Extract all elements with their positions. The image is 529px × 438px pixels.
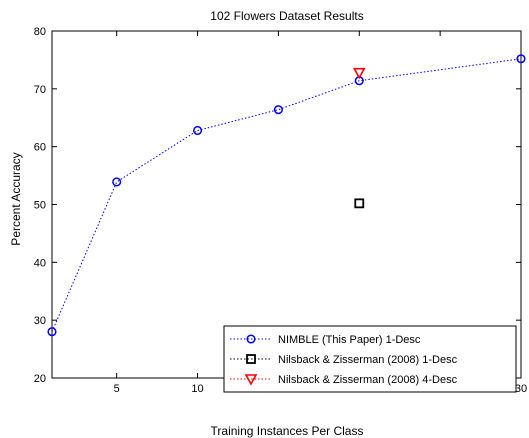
series-line — [51, 58, 522, 332]
legend-marker — [244, 374, 258, 386]
data-point — [273, 105, 283, 115]
legend-entry: Nilsback & Zisserman (2008) 1-Desc — [230, 354, 458, 366]
series-3 — [352, 67, 366, 80]
data-point — [193, 125, 203, 136]
y-tick-label: 20 — [34, 373, 46, 385]
y-tick-label: 40 — [34, 257, 46, 269]
plot-frame — [51, 30, 522, 379]
data-point — [112, 177, 122, 187]
y-tick-label: 50 — [34, 200, 46, 212]
data-point — [47, 327, 57, 337]
x-tick-label: 5 — [114, 383, 120, 395]
chart-title: 102 Flowers Dataset Results — [210, 9, 363, 23]
legend: NIMBLE (This Paper) 1-Desc Nilsback & Zis… — [223, 325, 517, 393]
x-tick-label: 10 — [191, 383, 203, 395]
legend-entry: NIMBLE (This Paper) 1-Desc — [230, 334, 421, 346]
legend-label: Nilsback & Zisserman (2008) 4-Desc — [278, 374, 458, 386]
data-point — [352, 67, 366, 80]
plot-area — [51, 30, 522, 379]
y-tick-label: 70 — [34, 84, 46, 96]
legend-entry: Nilsback & Zisserman (2008) 4-Desc — [230, 374, 458, 386]
y-tick-label: 30 — [34, 315, 46, 327]
legend-label: Nilsback & Zisserman (2008) 1-Desc — [278, 354, 458, 366]
x-tick-label: 30 — [515, 383, 527, 395]
legend-marker — [246, 354, 256, 364]
legend-label: NIMBLE (This Paper) 1-Desc — [278, 334, 421, 346]
data-point — [516, 54, 526, 64]
y-tick-label: 60 — [34, 142, 46, 154]
series-2 — [354, 198, 365, 209]
x-axis-label: Training Instances Per Class — [211, 424, 364, 438]
series-layer — [47, 54, 526, 337]
y-axis-label: Percent Accuracy — [9, 152, 23, 245]
data-point — [354, 198, 365, 209]
legend-box — [223, 325, 517, 393]
legend-marker — [246, 334, 256, 344]
series-1 — [47, 54, 526, 337]
y-tick-label: 80 — [34, 26, 46, 38]
